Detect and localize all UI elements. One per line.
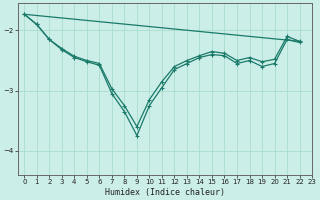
X-axis label: Humidex (Indice chaleur): Humidex (Indice chaleur) xyxy=(105,188,225,197)
